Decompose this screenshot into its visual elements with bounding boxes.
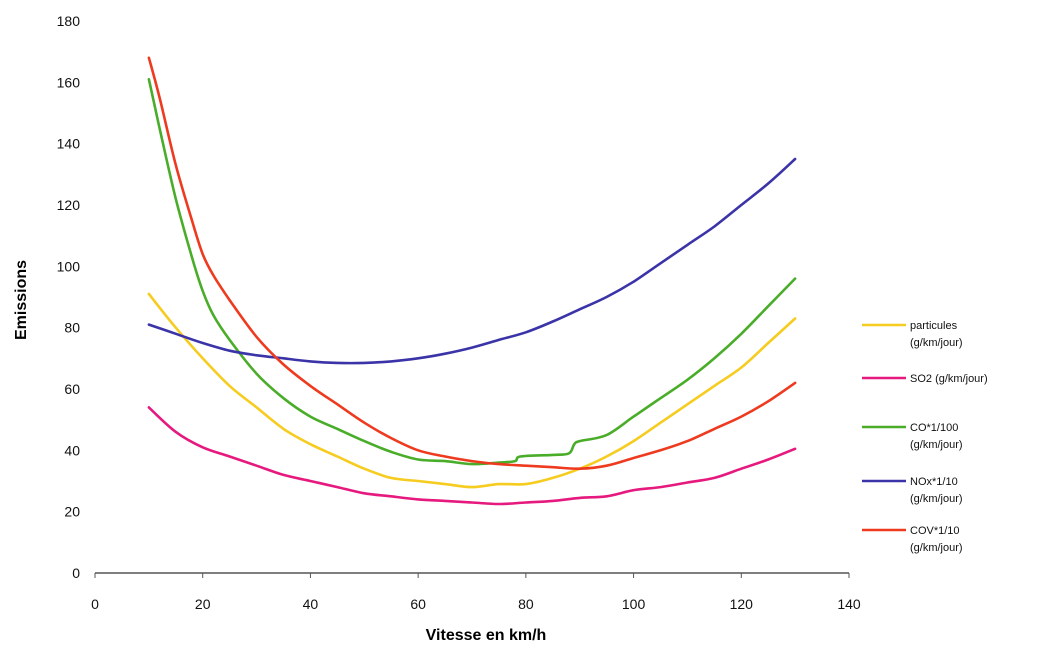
legend: particules (g/km/jour) SO2 (g/km/jour) CO*1… xyxy=(862,320,988,554)
legend-label: COV*1/10 xyxy=(910,525,960,537)
y-tick-label: 160 xyxy=(57,74,81,90)
y-tick-label: 20 xyxy=(64,504,80,520)
y-tick-label: 40 xyxy=(64,442,80,458)
y-tick-label: 60 xyxy=(64,381,80,397)
y-tick-label: 180 xyxy=(57,13,81,29)
y-tick-label: 120 xyxy=(57,197,81,213)
series-line-4 xyxy=(147,56,797,471)
x-tick-label: 100 xyxy=(622,596,646,612)
legend-label: (g/km/jour) xyxy=(910,493,963,505)
x-tick-label: 120 xyxy=(730,596,754,612)
series-line-2 xyxy=(147,78,797,466)
y-axis-title: Emissions xyxy=(13,260,30,340)
y-tick-label: 100 xyxy=(57,258,81,274)
legend-label: SO2 (g/km/jour) xyxy=(910,373,988,385)
series-lines xyxy=(147,56,797,506)
y-tick-label: 80 xyxy=(64,320,80,336)
series-line-3 xyxy=(147,157,797,365)
x-tick-label: 20 xyxy=(195,596,211,612)
legend-label: NOx*1/10 xyxy=(910,476,958,488)
plot-area: 0 20 40 60 80 100 120 140 0 20 40 60 80 100 120 140 160… xyxy=(57,13,861,612)
legend-label: particules xyxy=(910,320,958,332)
y-tick-label: 0 xyxy=(72,565,80,581)
x-tick-label: 80 xyxy=(518,596,534,612)
legend-label: (g/km/jour) xyxy=(910,542,963,554)
legend-label: (g/km/jour) xyxy=(910,337,963,349)
x-tick-label: 40 xyxy=(303,596,319,612)
x-axis-ticks: 0 20 40 60 80 100 120 140 xyxy=(91,573,861,612)
x-tick-label: 60 xyxy=(410,596,426,612)
y-tick-label: 140 xyxy=(57,136,81,152)
series-line-0 xyxy=(147,292,797,489)
x-tick-label: 140 xyxy=(837,596,861,612)
y-axis-ticks: 0 20 40 60 80 100 120 140 160 180 xyxy=(57,13,81,581)
x-axis-title: Vitesse en km/h xyxy=(426,627,547,644)
x-tick-label: 0 xyxy=(91,596,99,612)
series-line-1 xyxy=(147,406,797,506)
legend-label: (g/km/jour) xyxy=(910,439,963,451)
legend-label: CO*1/100 xyxy=(910,422,958,434)
